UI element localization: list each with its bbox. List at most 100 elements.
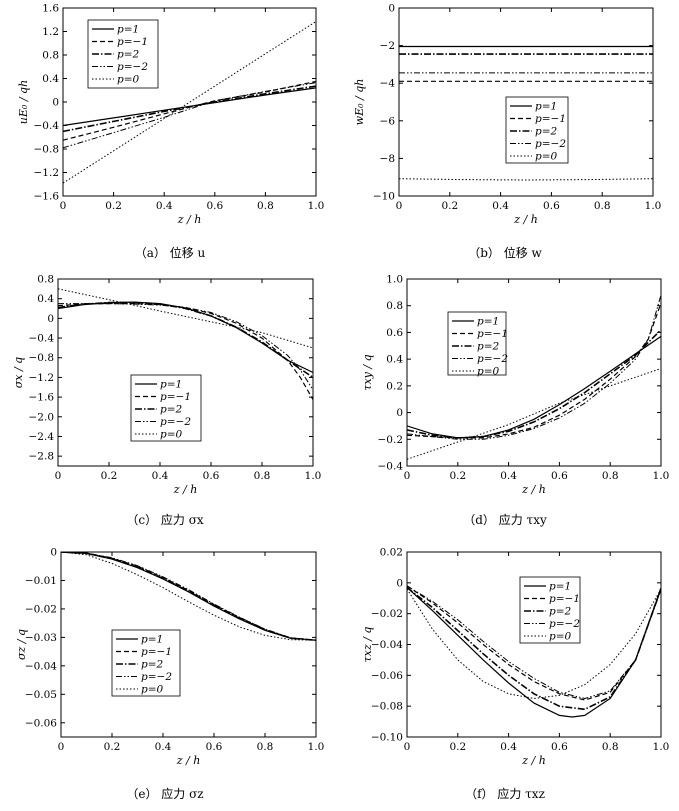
x-axis-label: z / h <box>513 213 538 226</box>
series-line-pneg1 <box>61 552 316 641</box>
x-tick-label: 0 <box>404 741 411 753</box>
y-tick-label: 0.8 <box>37 274 54 286</box>
x-tick-label: 0.2 <box>449 470 466 482</box>
legend-box <box>111 629 181 697</box>
y-tick-label: 0 <box>50 547 57 559</box>
legend-label: p=2 <box>549 606 572 618</box>
series-line-pneg2 <box>407 294 661 440</box>
legend-label: p=−2 <box>549 618 580 630</box>
legend: p=1p=−1p=2p=−2p=0 <box>111 629 181 697</box>
x-tick-label: 0.6 <box>551 741 568 753</box>
y-tick-label: −6 <box>380 115 396 127</box>
y-tick-label: −0.04 <box>25 660 57 672</box>
series-line-p2 <box>58 301 313 379</box>
y-tick-label: −1.2 <box>29 372 55 384</box>
legend: p=1p=−1p=2p=−2p=0 <box>505 96 569 164</box>
y-tick-label: 1.0 <box>386 274 403 286</box>
x-tick-label: 0.8 <box>257 741 274 753</box>
y-tick-label: −2.8 <box>29 451 55 463</box>
legend-label: p=2 <box>141 659 164 671</box>
y-tick-label: 0.02 <box>380 547 403 559</box>
y-axis-label: τxy / q <box>361 354 374 390</box>
y-tick-label: −1.2 <box>34 167 60 179</box>
y-tick-label: −1.6 <box>29 392 55 404</box>
x-tick-label: 0.2 <box>105 200 122 212</box>
panel-caption: （a） 位移 u <box>135 245 206 260</box>
legend: p=1p=−1p=2p=−2p=0 <box>87 19 159 89</box>
legend: p=1p=−1p=2p=−2p=0 <box>519 576 581 644</box>
series-line-p0 <box>61 552 316 641</box>
legend-label: p=0 <box>535 151 558 163</box>
y-tick-label: 0.8 <box>42 50 59 62</box>
legend-label: p=−2 <box>141 671 172 683</box>
legend-label: p=1 <box>141 634 163 646</box>
y-axis-label: uE₀ / qh <box>17 80 30 124</box>
chart-panel-b: 0 0.2 0.4 0.6 0.8 1.0 0 −2 −4 −6 −8 −10 z / h wE₀ / q… <box>353 3 661 261</box>
y-tick-label: −0.01 <box>25 575 57 587</box>
y-tick-label: 0.8 <box>386 300 403 312</box>
legend-label: p=0 <box>117 74 140 86</box>
x-tick-label: 0.8 <box>254 470 271 482</box>
series-group <box>61 552 316 641</box>
y-tick-label: −0.02 <box>25 603 57 615</box>
y-tick-label: −0.4 <box>29 333 55 345</box>
y-tick-label: −0.10 <box>371 732 403 744</box>
chart-panel-e: 0 0.2 0.4 0.6 0.8 1.0 0 −0.01 −0.02 −0.03 −0.04 −0.… <box>15 547 324 802</box>
x-tick-label: 1.0 <box>645 200 662 212</box>
x-tick-label: 0 <box>396 200 403 212</box>
y-tick-label: −0.2 <box>378 434 404 446</box>
x-tick-label: 0 <box>404 470 411 482</box>
x-axis-label: z / h <box>177 213 202 226</box>
x-tick-label: 0.2 <box>449 741 466 753</box>
x-tick-label: 1.0 <box>308 200 325 212</box>
y-tick-label: −0.4 <box>378 461 404 473</box>
series-line-pneg2 <box>63 82 316 149</box>
x-tick-label: 1.0 <box>308 741 325 753</box>
y-tick-label: 0.4 <box>37 293 54 305</box>
y-tick-label: 0 <box>52 97 59 109</box>
plot-frame <box>60 551 317 738</box>
x-tick-label: 0 <box>55 470 62 482</box>
x-tick-label: 0.6 <box>203 470 220 482</box>
legend-label: p=−2 <box>477 353 508 365</box>
legend-label: p=1 <box>549 581 571 593</box>
series-line-pneg1 <box>407 585 661 701</box>
series-line-p0 <box>63 21 316 184</box>
x-tick-label: 0 <box>60 200 67 212</box>
legend-label: p=−1 <box>535 113 566 125</box>
legend-label: p=2 <box>160 404 183 416</box>
y-tick-label: −0.04 <box>371 639 403 651</box>
series-line-p0 <box>407 368 661 460</box>
panel-caption: （c） 应力 σx <box>126 512 204 527</box>
y-tick-label: −0.8 <box>34 144 60 156</box>
y-tick-label: −0.06 <box>371 670 403 682</box>
legend-label: p=1 <box>477 316 499 328</box>
legend-label: p=2 <box>535 126 558 138</box>
y-tick-label: 1.2 <box>42 26 59 38</box>
series-line-pneg1 <box>63 80 316 141</box>
x-axis-label: z / h <box>521 754 546 767</box>
x-tick-label: 0.4 <box>155 741 172 753</box>
series-line-pneg2 <box>61 552 316 641</box>
series-group <box>399 45 653 181</box>
legend-label: p=−1 <box>477 328 508 340</box>
legend-label: p=−1 <box>117 36 148 48</box>
series-line-pneg2 <box>58 303 313 390</box>
y-tick-label: 0.4 <box>386 354 403 366</box>
legend-box <box>447 311 507 376</box>
legend-label: p=0 <box>141 684 164 696</box>
y-tick-label: 0 <box>47 313 54 325</box>
series-line-p1 <box>61 552 316 641</box>
legend: p=1p=−1p=2p=−2p=0 <box>447 311 508 378</box>
y-axis-label: wE₀ / qh <box>353 79 366 126</box>
y-tick-label: −2.4 <box>29 431 55 443</box>
x-tick-label: 0.2 <box>104 741 121 753</box>
legend-label: p=−2 <box>535 138 566 150</box>
y-tick-label: 0 <box>396 407 403 419</box>
panel-caption: （f） 应力 τxz <box>465 786 545 801</box>
legend-label: p=−1 <box>141 646 172 658</box>
x-tick-label: 0.8 <box>594 200 611 212</box>
y-tick-label: −0.08 <box>371 701 403 713</box>
series-group <box>407 294 661 460</box>
y-axis-label: σx / q <box>12 357 25 388</box>
